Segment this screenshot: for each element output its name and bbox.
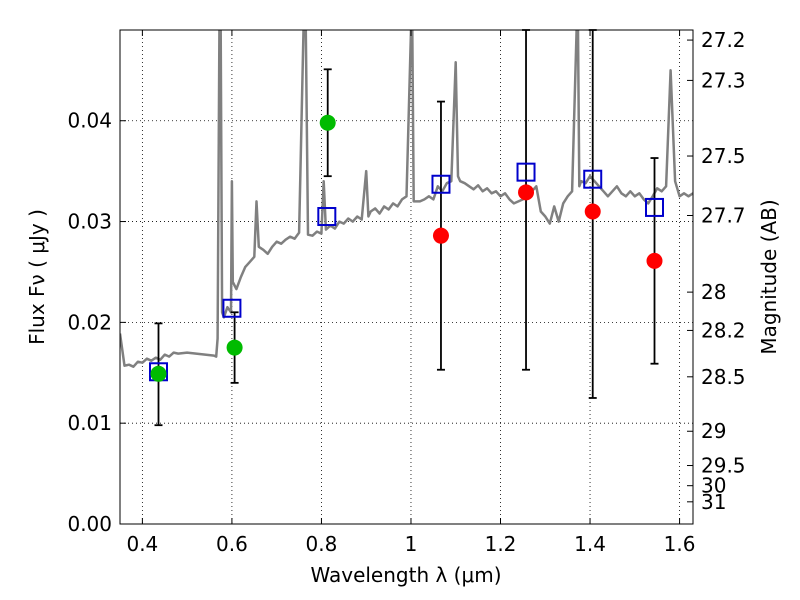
model-square-marker — [583, 169, 603, 189]
y-axis-title: Flux Fν ( μJy ) — [25, 209, 49, 345]
photometry-point — [150, 365, 167, 382]
x-tick-label: 1 — [405, 532, 418, 556]
y2-tick-label: 27.2 — [701, 28, 746, 52]
model-square-marker — [645, 197, 665, 217]
y-tick-label: 0.04 — [67, 109, 112, 133]
x-axis-title: Wavelength λ (μm) — [310, 563, 501, 587]
x-tick-label: 1.2 — [485, 532, 517, 556]
y-tick-label: 0.00 — [67, 512, 112, 536]
y-tick-label: 0.02 — [67, 310, 112, 334]
model-square-marker — [431, 174, 451, 194]
x-tick-label: 1.6 — [664, 532, 696, 556]
y2-tick-label: 29 — [701, 419, 726, 443]
photometry-point — [584, 203, 601, 220]
y-tick-label: 0.01 — [67, 411, 112, 435]
photometry-point — [319, 114, 336, 131]
y-tick-label: 0.03 — [67, 210, 112, 234]
photometry-point — [646, 252, 663, 269]
model-square-marker — [317, 207, 337, 227]
y2-tick-label: 27.3 — [701, 68, 746, 92]
model-square-marker — [222, 298, 242, 318]
y2-tick-label: 31 — [701, 490, 726, 514]
y2-tick-label: 27.5 — [701, 144, 746, 168]
y-axis-ticks: 0.00 0.01 0.02 0.03 0.04 — [67, 109, 126, 536]
model-square-marker — [516, 162, 536, 182]
data-markers — [148, 114, 665, 382]
photometry-point — [226, 339, 243, 356]
y2-tick-label: 30 — [701, 474, 726, 498]
x-axis-ticks: 0.4 0.6 0.8 1 1.2 1.4 1.6 — [126, 30, 695, 556]
photometry-point — [518, 184, 535, 201]
x-tick-label: 0.8 — [306, 532, 338, 556]
y2-tick-label: 28.2 — [701, 318, 746, 342]
y2-tick-label: 28 — [701, 280, 726, 304]
y2-tick-label: 29.5 — [701, 454, 746, 478]
y2-tick-label: 27.7 — [701, 204, 746, 228]
y2-tick-label: 28.5 — [701, 365, 746, 389]
plot-frame — [119, 29, 694, 525]
x-tick-label: 1.4 — [574, 532, 606, 556]
x-tick-label: 0.4 — [126, 532, 158, 556]
plot-background — [120, 30, 693, 524]
x-tick-label: 0.6 — [216, 532, 248, 556]
y2-axis-title: Magnitude (AB) — [757, 199, 781, 354]
photometry-point — [432, 227, 449, 244]
